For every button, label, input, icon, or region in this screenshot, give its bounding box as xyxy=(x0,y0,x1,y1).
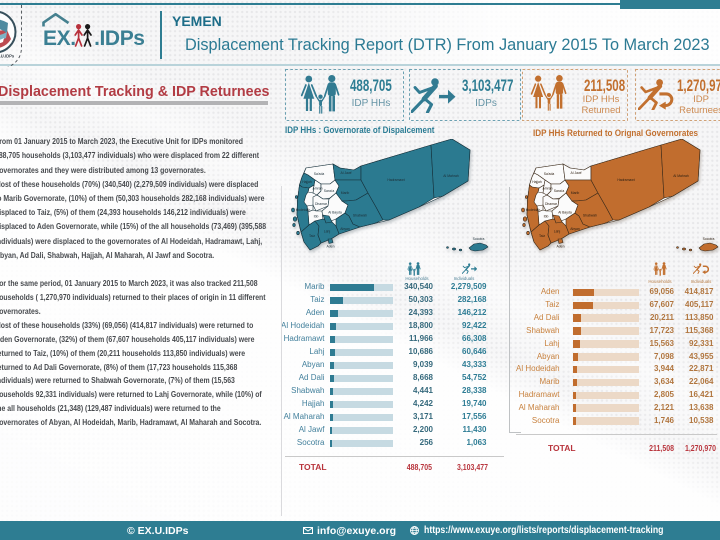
svg-text:EX.U.IDPs: EX.U.IDPs xyxy=(0,54,15,59)
